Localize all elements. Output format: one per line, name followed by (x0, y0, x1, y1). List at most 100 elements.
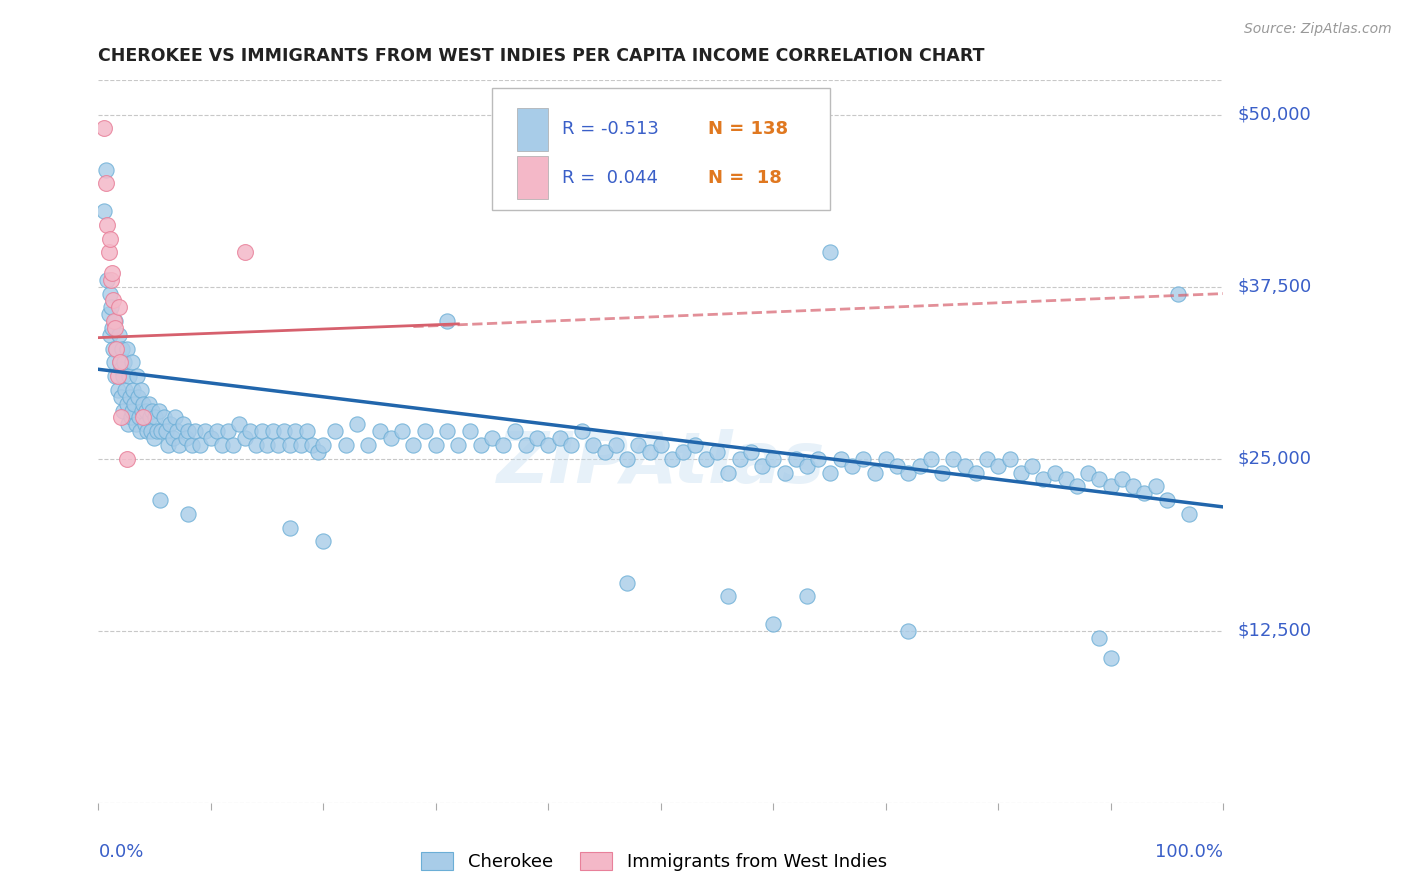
Point (150, 424, 173, 438)
Point (1156, 493, 1178, 508)
Point (290, 438, 312, 452)
Point (127, 390, 149, 404)
Point (1088, 631, 1111, 645)
Point (830, 451, 852, 466)
Point (695, 451, 717, 466)
Point (436, 424, 458, 438)
Point (818, 466, 841, 480)
Point (108, 355, 131, 369)
Point (101, 266, 124, 280)
Point (228, 417, 250, 432)
Point (117, 417, 139, 432)
Point (515, 438, 537, 452)
Point (107, 383, 129, 397)
Point (115, 451, 138, 466)
Point (157, 438, 180, 452)
Point (134, 417, 156, 432)
Point (125, 369, 148, 384)
Point (368, 424, 391, 438)
Point (239, 424, 262, 438)
Point (217, 424, 239, 438)
Point (118, 369, 141, 384)
Text: N =  18: N = 18 (709, 169, 782, 186)
Point (141, 424, 163, 438)
Text: R =  0.044: R = 0.044 (562, 169, 658, 186)
Point (148, 403, 170, 417)
Point (683, 438, 706, 452)
Point (96, 177, 118, 191)
Point (1111, 472, 1133, 486)
Point (166, 424, 188, 438)
Point (112, 403, 135, 417)
Point (152, 410, 174, 425)
Point (582, 438, 605, 452)
Point (295, 424, 318, 438)
Point (138, 397, 160, 411)
Point (177, 507, 200, 521)
Point (1122, 479, 1144, 493)
Point (103, 314, 125, 328)
Point (650, 438, 672, 452)
Point (942, 451, 965, 466)
Point (593, 445, 616, 459)
Point (773, 466, 796, 480)
Point (131, 403, 153, 417)
FancyBboxPatch shape (517, 108, 548, 151)
Point (97, 245, 120, 260)
Point (908, 458, 931, 473)
Point (267, 438, 290, 452)
Point (174, 431, 197, 445)
Text: $37,500: $37,500 (1237, 277, 1312, 296)
Point (278, 438, 301, 452)
Point (1088, 472, 1111, 486)
Text: CHEROKEE VS IMMIGRANTS FROM WEST INDIES PER CAPITA INCOME CORRELATION CHART: CHEROKEE VS IMMIGRANTS FROM WEST INDIES … (98, 47, 986, 65)
Point (108, 355, 131, 369)
Point (391, 424, 413, 438)
Point (233, 431, 256, 445)
Point (118, 390, 141, 404)
Point (188, 438, 211, 452)
Point (103, 355, 125, 369)
Point (818, 245, 841, 260)
Legend: Cherokee, Immigrants from West Indies: Cherokee, Immigrants from West Indies (413, 845, 894, 879)
Text: 0.0%: 0.0% (98, 843, 143, 861)
Point (149, 493, 172, 508)
Point (159, 417, 181, 432)
Point (1043, 466, 1066, 480)
Point (796, 458, 818, 473)
Point (627, 438, 650, 452)
Point (200, 431, 222, 445)
Point (132, 397, 155, 411)
Point (194, 424, 217, 438)
Point (105, 342, 128, 356)
Point (1144, 479, 1167, 493)
Point (537, 438, 560, 452)
Point (112, 355, 135, 369)
Text: 100.0%: 100.0% (1156, 843, 1223, 861)
Text: N = 138: N = 138 (709, 120, 789, 138)
Point (110, 362, 132, 376)
Point (101, 342, 124, 356)
Point (458, 424, 481, 438)
Point (357, 438, 380, 452)
Text: $50,000: $50,000 (1237, 105, 1310, 124)
Point (124, 417, 146, 432)
Point (796, 590, 818, 604)
Point (571, 424, 593, 438)
Point (143, 410, 166, 425)
Point (101, 321, 124, 335)
Point (104, 314, 127, 328)
Point (492, 438, 515, 452)
Point (139, 410, 162, 425)
Point (100, 273, 122, 287)
Point (110, 390, 132, 404)
Point (672, 445, 695, 459)
Point (762, 616, 785, 631)
Point (120, 410, 142, 425)
Point (105, 342, 128, 356)
Point (560, 438, 582, 452)
Point (96, 218, 118, 232)
Point (98, 231, 121, 245)
Point (740, 445, 762, 459)
Point (107, 301, 129, 315)
